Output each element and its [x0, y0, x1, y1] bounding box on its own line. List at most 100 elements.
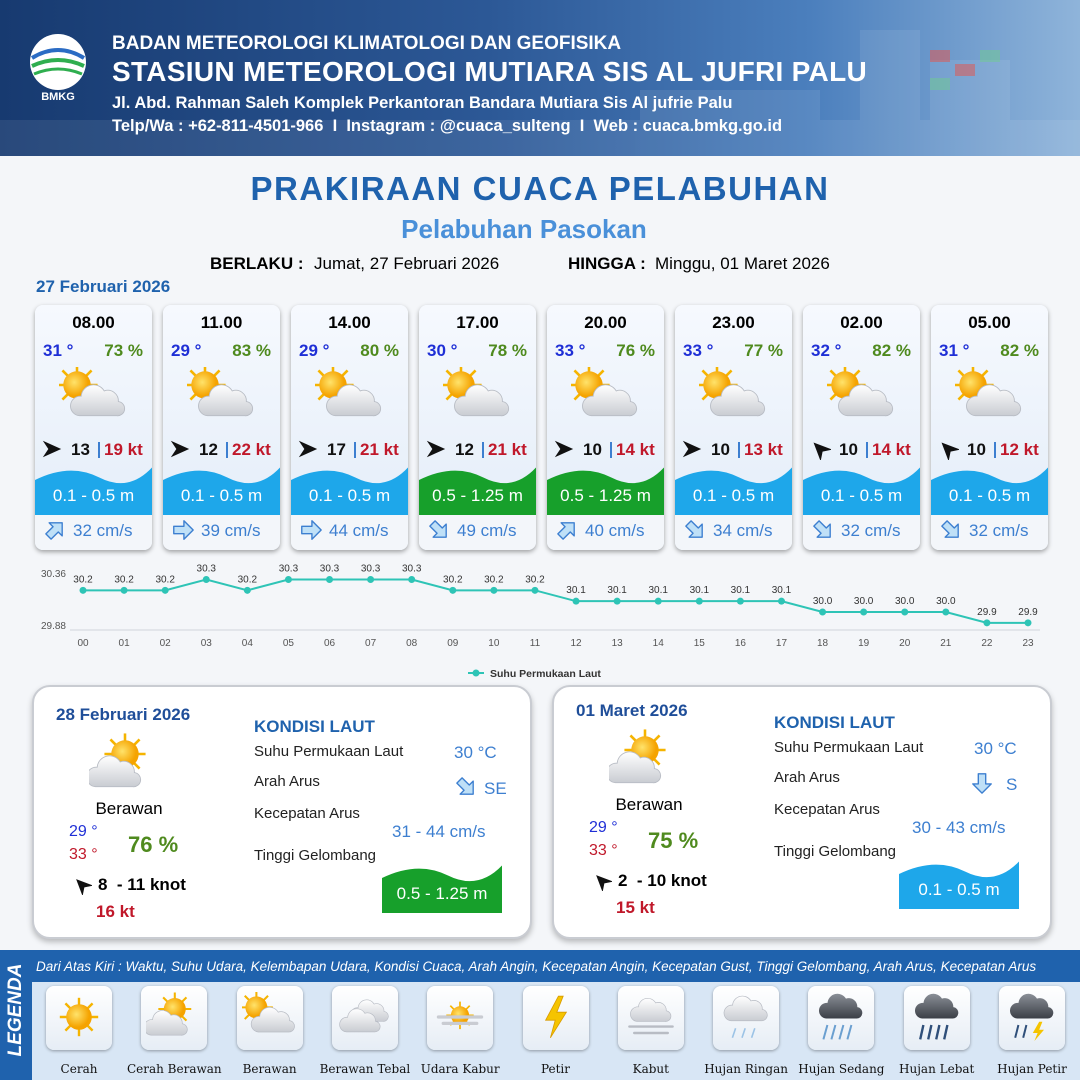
time: 17.00 — [456, 313, 499, 332]
wind-arrow — [42, 440, 62, 458]
legend-icon-shape — [146, 993, 191, 1036]
legend-name: Berawan Tebal — [319, 1062, 411, 1076]
data-label: 30.2 — [155, 574, 175, 585]
tmax: 33 ° — [589, 842, 618, 859]
sst-point — [572, 597, 580, 605]
legend-name: Hujan Petir — [997, 1062, 1067, 1076]
separator — [482, 442, 484, 458]
x-tick-label: 06 — [324, 638, 336, 649]
sst-point — [819, 608, 827, 616]
current-arrow — [427, 518, 451, 542]
hourly-card: 05.00 31 ° 82 % 10 12 kt 0.1 - 0.5 m 32 cm/s — [931, 305, 1048, 550]
sst-point — [613, 597, 621, 605]
wind-arrow-shape — [592, 871, 612, 891]
sst-point — [654, 597, 662, 605]
x-tick-label: 22 — [981, 638, 993, 649]
data-label: 30.3 — [197, 564, 217, 575]
station: STASIUN METEOROLOGI MUTIARA SIS AL JUFRI… — [112, 56, 867, 87]
speed: 30 - 43 cm/s — [912, 818, 1006, 837]
wind-arrow — [426, 440, 446, 458]
legend-icon — [337, 992, 393, 1042]
weather-icon — [315, 367, 385, 427]
data-label: 30.3 — [402, 564, 422, 575]
speed-label: Kecepatan Arus — [774, 801, 880, 818]
wave-label: 0.1 - 0.5 m — [821, 486, 902, 505]
x-tick-label: 17 — [776, 638, 788, 649]
current-arrow — [972, 773, 992, 794]
gust: 12 kt — [1000, 440, 1039, 459]
humidity: 80 % — [360, 341, 399, 360]
legend-box — [522, 986, 589, 1050]
data-label: 29.9 — [977, 607, 997, 618]
sst-point — [79, 586, 87, 594]
current-arrow-shape — [811, 518, 835, 542]
separator — [226, 442, 228, 458]
wave-fill — [931, 467, 1048, 515]
wind-arrow — [682, 440, 702, 458]
legend-box — [808, 986, 875, 1050]
legend-box — [999, 986, 1065, 1050]
wave-label: 0.5 - 1.25 m — [560, 486, 651, 505]
weather-icon-shape — [89, 733, 146, 786]
gust: 21 kt — [360, 440, 399, 459]
gust: 15 kt — [616, 898, 655, 917]
legend-box — [141, 986, 208, 1050]
wave-label: 0.5 - 1.25 m — [397, 884, 488, 903]
hourly-card: 11.00 29 ° 83 % 12 22 kt 0.1 - 0.5 m 39 cm/s — [163, 305, 280, 550]
weather-icon-shape — [827, 367, 893, 416]
x-tick-label: 14 — [653, 638, 665, 649]
separator — [738, 442, 740, 458]
x-tick-label: 09 — [447, 638, 459, 649]
data-label: 30.0 — [813, 596, 833, 607]
data-label: 30.1 — [731, 585, 751, 596]
x-tick-label: 21 — [940, 638, 952, 649]
sst-point — [777, 597, 785, 605]
date: 28 Februari 2026 — [56, 705, 191, 724]
to: Minggu, 01 Maret 2026 — [655, 254, 830, 273]
legend-name: Berawan — [242, 1062, 297, 1076]
data-label: 30.0 — [936, 596, 956, 607]
legend-icon-shape — [629, 998, 672, 1033]
sst-point — [942, 608, 950, 616]
weather-icon — [571, 367, 641, 427]
wind-arrow-shape — [554, 440, 574, 458]
x-tick-label: 01 — [119, 638, 131, 649]
temperature: 29 ° — [171, 341, 202, 360]
current-arrow-shape — [43, 518, 67, 542]
hourly-cards: 08.00 31 ° 73 % 13 19 kt 0.1 - 0.5 m 32 cm/s 11… — [0, 305, 1080, 555]
separator — [98, 442, 100, 458]
sst-point — [736, 597, 744, 605]
sst-label: Suhu Permukaan Laut — [254, 743, 404, 760]
legend-icon-shape — [439, 1002, 482, 1029]
humidity: 83 % — [232, 341, 271, 360]
wave: 0.1 - 0.5 m — [163, 467, 280, 515]
legend-name: Udara Kabur — [420, 1062, 500, 1076]
legend-icon-shape — [242, 992, 295, 1032]
speed: 31 - 44 cm/s — [392, 822, 486, 841]
current-arrow-shape — [939, 518, 963, 542]
separator — [866, 442, 868, 458]
legend-title: LEGENDA — [5, 963, 26, 1057]
wave-fill — [291, 467, 408, 515]
wave-label: 0.1 - 0.5 m — [53, 486, 134, 505]
wave-label: Tinggi Gelombang — [774, 843, 897, 860]
legend-icon — [242, 992, 298, 1042]
legend-icon — [909, 992, 965, 1042]
sst: 30 °C — [454, 743, 497, 762]
sst-point — [367, 576, 375, 583]
to-label: HINGGA : — [568, 254, 646, 273]
temperature: 29 ° — [299, 341, 330, 360]
current-arrow — [939, 518, 963, 542]
wave-fill — [803, 467, 920, 515]
wave-fill — [899, 861, 1019, 909]
wind-speed: 17 — [327, 440, 346, 459]
day-panel: 01 Maret 2026 Berawan 29 ° 33 ° 75 % 2 - 10 k… — [552, 685, 1052, 939]
date: 01 Maret 2026 — [576, 701, 688, 720]
wave-label: 0.1 - 0.5 m — [181, 486, 262, 505]
data-label: 30.2 — [525, 574, 545, 585]
tmin: 29 ° — [589, 819, 618, 836]
legend-icon — [623, 992, 679, 1042]
x-tick-label: 08 — [406, 638, 418, 649]
current-speed: 49 cm/s — [457, 521, 517, 540]
